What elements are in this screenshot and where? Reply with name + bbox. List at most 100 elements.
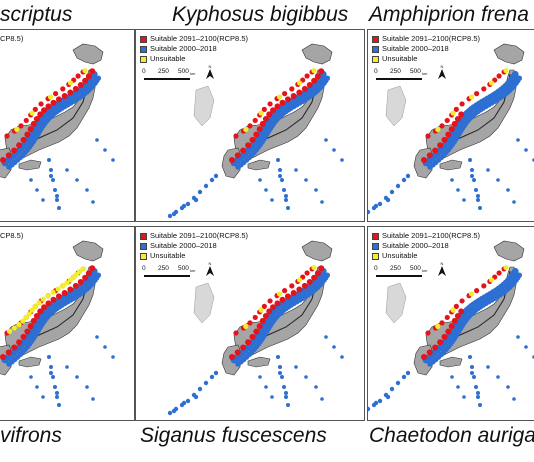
- suitable-current-cell: [377, 201, 383, 207]
- suitable-current-cell: [476, 198, 480, 202]
- suitable-future-cell: [253, 131, 260, 138]
- suitable-current-cell: [51, 178, 55, 182]
- suitable-current-cell: [57, 206, 61, 210]
- legend-future: Suitable 2091–2100(RCP8.5): [140, 34, 248, 44]
- suitable-future-cell: [279, 99, 286, 106]
- suitable-future-cell: [454, 312, 461, 319]
- suitable-current-cell: [29, 178, 33, 182]
- suitable-current-cell: [171, 211, 177, 217]
- north-label: N: [208, 64, 212, 69]
- suitable-current-cell: [41, 198, 45, 202]
- legend-future-label: Suitable 2091–2100(RCP8.5): [150, 34, 248, 43]
- legend-future-swatch: [372, 232, 379, 240]
- scale-tick-0: 0: [142, 68, 146, 75]
- suitable-future-cell: [27, 126, 34, 133]
- suitable-current-cell: [49, 168, 53, 172]
- suitable-current-cell: [456, 385, 460, 389]
- legend-current-swatch: [372, 242, 379, 250]
- scale-bar-line: [144, 275, 190, 277]
- suitable-current-cell: [496, 375, 500, 379]
- north-arrow-icon: N: [438, 64, 446, 81]
- north-arrow-icon: N: [438, 261, 446, 278]
- suitable-future-cell: [318, 265, 325, 272]
- unsuitable-cell: [60, 283, 66, 289]
- suitable-future-cell: [67, 89, 74, 96]
- suitable-future-cell: [5, 152, 12, 159]
- suitable-future-cell: [274, 103, 281, 110]
- suitable-current-cell: [462, 198, 466, 202]
- suitable-current-cell: [35, 385, 39, 389]
- suitable-current-cell: [516, 272, 523, 279]
- unsuitable-cell: [450, 110, 456, 116]
- suitable-future-cell: [270, 304, 277, 311]
- legend-future-swatch: [140, 232, 147, 240]
- suitable-future-cell: [267, 101, 273, 107]
- suitable-current-cell: [280, 375, 284, 379]
- map-legend: CP8.5): [0, 231, 23, 241]
- suitable-future-cell: [290, 289, 297, 296]
- scale-bar-line: [376, 78, 422, 80]
- suitable-future-cell: [437, 339, 444, 346]
- legend-unsuitable-swatch: [140, 252, 147, 260]
- suitable-current-cell: [193, 394, 199, 400]
- suitable-current-cell: [35, 188, 39, 192]
- suitable-current-cell: [314, 385, 318, 389]
- suitable-current-cell: [49, 174, 53, 178]
- japan-map: [0, 43, 115, 210]
- map-panel-bottom-center: Suitable 2091–2100(RCP8.5) Suitable 2000…: [135, 226, 365, 421]
- suitable-future-cell: [448, 126, 455, 133]
- unsuitable-cell: [450, 307, 456, 313]
- suitable-future-cell: [61, 92, 68, 99]
- suitable-future-cell: [304, 73, 310, 79]
- suitable-future-cell: [266, 111, 273, 118]
- suitable-current-cell: [474, 385, 478, 389]
- shikoku-land: [247, 356, 271, 368]
- legend-partial: CP8.5): [0, 34, 23, 44]
- suitable-current-cell: [91, 200, 95, 204]
- scale-bar-line: [376, 275, 422, 277]
- suitable-current-cell: [209, 177, 215, 183]
- suitable-future-cell: [23, 117, 29, 124]
- map-panel-top-left: CP8.5): [0, 29, 135, 222]
- north-arrow-shape: [438, 266, 446, 276]
- suitable-future-cell: [252, 117, 258, 124]
- suitable-current-cell: [55, 194, 59, 198]
- suitable-current-cell: [213, 173, 219, 179]
- shikoku-land: [18, 159, 42, 171]
- suitable-current-cell: [103, 345, 107, 349]
- legend-unsuitable-label: Unsuitable: [150, 251, 186, 260]
- scale-tick-0: 0: [142, 265, 146, 272]
- suitable-current-cell: [524, 345, 528, 349]
- shikoku-land: [18, 356, 42, 368]
- legend-unsuitable-swatch: [372, 55, 379, 63]
- suitable-future-cell: [82, 77, 89, 84]
- suitable-current-cell: [53, 385, 57, 389]
- suitable-future-cell: [459, 298, 465, 304]
- suitable-future-cell: [11, 147, 18, 154]
- suitable-current-cell: [373, 203, 379, 209]
- suitable-future-cell: [267, 298, 273, 304]
- suitable-current-cell: [470, 371, 474, 375]
- korea-land: [193, 85, 215, 127]
- suitable-current-cell: [478, 403, 482, 407]
- legend-future-swatch: [372, 35, 379, 43]
- unsuitable-cell: [503, 264, 509, 271]
- north-label: N: [440, 261, 444, 266]
- map-panel-bottom-left: CP8.5): [0, 226, 135, 421]
- suitable-current-cell: [395, 380, 401, 386]
- suitable-future-cell: [50, 296, 57, 303]
- suitable-current-cell: [29, 375, 33, 379]
- suitable-future-cell: [240, 147, 247, 154]
- suitable-future-cell: [252, 314, 258, 321]
- unsuitable-cell: [14, 126, 20, 132]
- map-legend: Suitable 2091–2100(RCP8.5) Suitable 2000…: [140, 231, 248, 261]
- suitable-future-cell: [306, 279, 313, 286]
- legend-future: Suitable 2091–2100(RCP8.5): [372, 34, 480, 44]
- suitable-current-cell: [65, 168, 69, 172]
- suitable-future-cell: [38, 101, 44, 107]
- suitable-current-cell: [185, 398, 191, 404]
- unsuitable-cell: [32, 303, 38, 310]
- suitable-current-cell: [75, 178, 79, 182]
- suitable-future-cell: [437, 142, 444, 149]
- unsuitable-cell: [6, 328, 13, 334]
